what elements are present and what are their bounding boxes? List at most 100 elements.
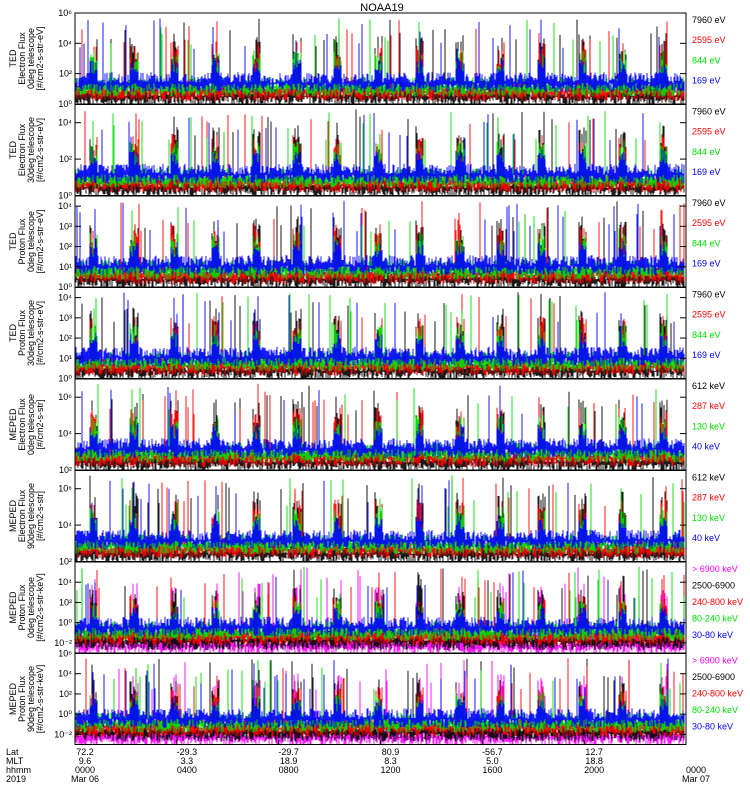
y-axis-label-line: MEPED — [8, 683, 18, 716]
x-tick-label: Mar 06 — [71, 774, 99, 784]
legend-entry: 2595 eV — [692, 35, 726, 45]
x-tick-label: 18.9 — [280, 756, 298, 766]
y-tick-label: 10⁶ — [58, 649, 72, 659]
y-axis-label: MEPEDProton Flux0deg telescope[#/cm2-s-s… — [8, 573, 45, 642]
y-axis-label-line: 90deg telescope — [26, 666, 36, 732]
series-blue-trace — [75, 113, 685, 184]
x-row-label: Lat — [6, 747, 19, 757]
y-axis-label: MEPEDElectron Flux0deg telescope[#/cm2-s… — [8, 394, 45, 455]
y-tick-label: 10⁻² — [54, 729, 72, 739]
legend-entry: 40 keV — [692, 442, 720, 452]
legend-entry: 7960 eV — [692, 198, 726, 208]
x-tick-label: 8.3 — [384, 756, 397, 766]
y-tick-label: 10² — [59, 597, 72, 607]
legend-entry: 2595 eV — [692, 218, 726, 228]
y-axis-label-line: Electron Flux — [17, 489, 27, 542]
legend-entry: 7960 eV — [692, 107, 726, 117]
y-axis-label-line: 90deg telescope — [26, 483, 36, 549]
y-tick-label: 10³ — [59, 313, 72, 323]
legend-entry: 30-80 keV — [692, 722, 733, 732]
legend-entry: 612 keV — [692, 381, 725, 391]
y-tick-label: 10² — [59, 557, 72, 567]
y-axis-label-line: 0deg telescope — [26, 28, 36, 89]
y-axis-label-line: 0deg telescope — [26, 211, 36, 272]
legend-entry: 169 eV — [692, 76, 721, 86]
legend-entry: 169 eV — [692, 167, 721, 177]
x-tick-label: -29.3 — [177, 747, 198, 757]
legend-entry: 844 eV — [692, 330, 721, 340]
panel-2: 10⁰ 10² 10⁴ TEDElectron Flux30deg telescope… — [8, 104, 726, 201]
x-tick-label: 2000 — [584, 765, 604, 775]
x-row-label: MLT — [6, 756, 24, 766]
series-blue-trace — [75, 480, 685, 550]
chart-title: NOAA19 — [360, 2, 403, 14]
y-axis-label: TEDProton Flux0deg telescope[#/cm2-s-str… — [8, 209, 45, 273]
y-axis-label-line: MEPED — [8, 500, 18, 533]
x-tick-label: 3.3 — [181, 756, 194, 766]
legend-entry: 7960 eV — [692, 15, 726, 25]
x-tick-label: -56.7 — [482, 747, 503, 757]
x-tick-label: 9.6 — [79, 756, 92, 766]
y-axis-label-line: Proton Flux — [17, 584, 27, 631]
legend-entry: 844 eV — [692, 55, 721, 65]
x-tick-label: 5.0 — [486, 756, 499, 766]
series-blue-trace — [75, 570, 685, 637]
y-tick-label: 10⁰ — [58, 618, 72, 628]
legend-entry: 2595 eV — [692, 310, 726, 320]
y-tick-label: 10⁰ — [58, 374, 72, 384]
y-axis-label-line: 0deg telescope — [26, 577, 36, 638]
legend-entry: > 6900 keV — [692, 656, 738, 666]
legend-entry: 130 keV — [692, 421, 725, 431]
x-tick-label: 0800 — [279, 765, 299, 775]
y-tick-label: 10⁰ — [58, 191, 72, 201]
y-tick-label: 10³ — [59, 221, 72, 231]
legend-entry: 80-240 keV — [692, 614, 738, 624]
legend-entry: 2500-6900 — [692, 672, 735, 682]
y-axis-label-line: TED — [8, 49, 18, 68]
y-axis-label-line: [#/cm2-s-str-keV] — [35, 665, 45, 734]
y-tick-label: 10¹ — [59, 353, 72, 363]
x-tick-label: -29.7 — [278, 747, 299, 757]
x-tick-label: 0000 — [75, 765, 95, 775]
x-tick-label: 1200 — [380, 765, 400, 775]
legend-entry: 169 eV — [692, 350, 721, 360]
y-tick-label: 10⁻² — [54, 638, 72, 648]
y-axis-label: TEDElectron Flux30deg telescope[#/cm2-s-… — [8, 117, 45, 183]
y-tick-label: 10¹ — [59, 262, 72, 272]
legend-entry: 40 keV — [692, 533, 720, 543]
panel-8: 10⁻² 10⁰ 10² 10⁴ 10⁶ MEPEDProton Flux90deg te… — [8, 649, 743, 745]
panel-7: 10⁻² 10⁰ 10² 10⁴ MEPEDProton Flux0deg telesc… — [8, 561, 743, 654]
y-axis-label-line: Electron Flux — [17, 123, 27, 176]
y-tick-label: 10⁴ — [58, 201, 72, 211]
legend-entry: 844 eV — [692, 238, 721, 248]
panel-3: 10⁰ 10¹ 10² 10³ 10⁴ TEDProton Flux0deg telesc… — [8, 195, 726, 292]
y-axis-label-line: Electron Flux — [17, 32, 27, 85]
legend-entry: 287 keV — [692, 401, 725, 411]
y-axis-label: TEDProton Flux30deg telescope[#/cm2-s-st… — [8, 300, 45, 366]
x-tick-label: 80.9 — [382, 747, 400, 757]
y-tick-label: 10⁶ — [58, 484, 72, 494]
y-tick-label: 10² — [59, 689, 72, 699]
y-tick-label: 10⁴ — [58, 293, 72, 303]
x-tick-label: 72.2 — [76, 747, 94, 757]
y-tick-label: 10² — [59, 333, 72, 343]
legend-entry: 612 keV — [692, 473, 725, 483]
y-tick-label: 10⁴ — [58, 118, 72, 128]
y-axis-label-line: [#/cm2-s-str-keV] — [35, 573, 45, 642]
series-blue-trace — [75, 18, 685, 93]
y-tick-label: 10⁶ — [58, 392, 72, 402]
y-axis-label-line: TED — [8, 232, 18, 251]
legend-entry: 169 eV — [692, 259, 721, 269]
y-axis-label: MEPEDElectron Flux90deg telescope[#/cm2-… — [8, 483, 45, 549]
series-blue-trace — [75, 292, 685, 367]
y-axis-label-line: 0deg telescope — [26, 394, 36, 455]
x-row-label: 2019 — [6, 774, 26, 784]
y-axis-label-line: [#/cm2-s-str-eV] — [35, 301, 45, 365]
y-tick-label: 10⁰ — [58, 282, 72, 292]
y-axis-label-line: Proton Flux — [17, 309, 27, 356]
y-tick-label: 10² — [59, 154, 72, 164]
y-axis-label-line: [#/cm2-s-str-eV] — [35, 26, 45, 90]
y-axis-label-line: TED — [8, 140, 18, 159]
legend-entry: 287 keV — [692, 493, 725, 503]
